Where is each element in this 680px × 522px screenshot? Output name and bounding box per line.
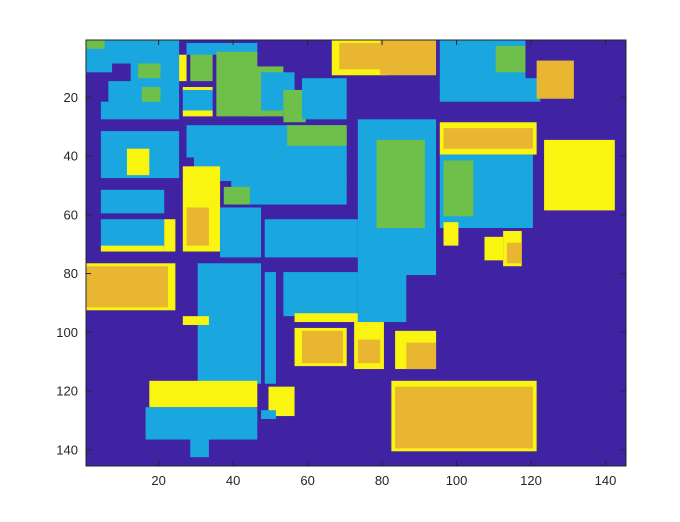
x-tick-label: 40 [226,473,240,488]
y-tick-label: 60 [64,207,78,222]
x-tick-label: 80 [375,473,389,488]
heatmap-region-cyan-7 [100,101,180,120]
heatmap-region-yellow-48 [149,380,258,408]
y-axis: 20 40 60 80 100 120 140 [56,90,626,457]
heatmap-region-gold-31 [186,207,209,246]
y-tick-label: 40 [64,149,78,164]
heatmap-region-cyan-18 [302,78,347,120]
heatmap-region-cyan-50 [190,436,209,458]
heatmap-region-cyan-52 [261,410,276,419]
heatmap-region-green-40 [376,139,425,229]
x-tick-label: 60 [300,473,314,488]
heatmap-region-cyan-11 [182,89,213,114]
heatmap-region-yellow-38 [294,313,358,323]
heatmap-region-cyan-0 [86,40,180,64]
heatmap-region-gold-59 [536,60,574,99]
heatmap-region-cyan-37 [283,272,358,317]
heatmap-region-yellow-20 [126,148,150,176]
heatmap-region-yellow-65 [484,236,504,261]
y-tick-label: 20 [64,90,78,105]
heatmap-region-cyan-1 [86,60,113,73]
heatmap-region-cyan-58 [439,78,541,102]
heatmap-region-green-57 [495,45,526,73]
heatmap-region-green-25 [223,186,250,205]
x-tick-label: 20 [151,473,165,488]
y-tick-label: 100 [56,325,78,340]
heatmap-region-cyan-24 [231,178,347,205]
heatmap-region-yellow-8 [179,54,187,82]
heatmap-region-gold-45 [357,339,381,364]
heatmap-region-green-4 [138,63,161,79]
heatmap-region-cyan-49 [145,407,258,440]
x-tick-label: 100 [446,473,468,488]
heatmap-region-yellow-12 [182,110,213,117]
heatmap-region-cyan-13 [186,42,258,55]
heatmap-region-cyan-32 [220,207,262,258]
heatmap-region-gold-55 [380,40,437,76]
x-tick-label: 140 [595,473,617,488]
heatmap-region-gold-70 [86,266,168,308]
axes-box [85,39,627,467]
heatmap-region-gold-54 [339,42,384,70]
heatmap-region-yellow-35 [182,316,209,325]
y-tick-label: 140 [56,442,78,457]
heatmap-region-green-2 [86,40,105,49]
heatmap-region-green-9 [190,51,213,82]
heatmap-region-green-6 [141,87,161,105]
x-tick-label: 120 [520,473,542,488]
y-tick-label: 120 [56,384,78,399]
heatmap-region-green-14 [216,51,258,117]
heatmap-region-gold-72 [395,386,533,449]
x-axis: 20 40 60 80 100 120 140 [151,40,616,488]
heatmap-region-green-22 [287,125,347,146]
heatmap-region-gold-47 [406,342,437,370]
heatmap-region-yellow-64 [443,222,459,246]
heatmap-region-yellow-28 [100,245,165,252]
y-tick-label: 80 [64,266,78,281]
heatmap-region-cyan-26 [100,189,165,214]
heatmap-region-gold-43 [302,330,343,364]
heatmap-region-yellow-68 [544,139,615,211]
heatmap-region-green-17 [283,89,306,123]
plot-area [85,39,627,467]
heatmap-region-green-63 [443,160,474,217]
heatmap-region-cyan-36 [264,272,276,384]
heatmap-region-cyan-41 [357,272,407,323]
heatmap-region-cyan-33 [264,219,358,258]
heatmap-region-yellow-29 [164,219,176,252]
heatmap-region-gold-67 [506,242,522,264]
heatmap-region-gold-61 [443,128,533,149]
